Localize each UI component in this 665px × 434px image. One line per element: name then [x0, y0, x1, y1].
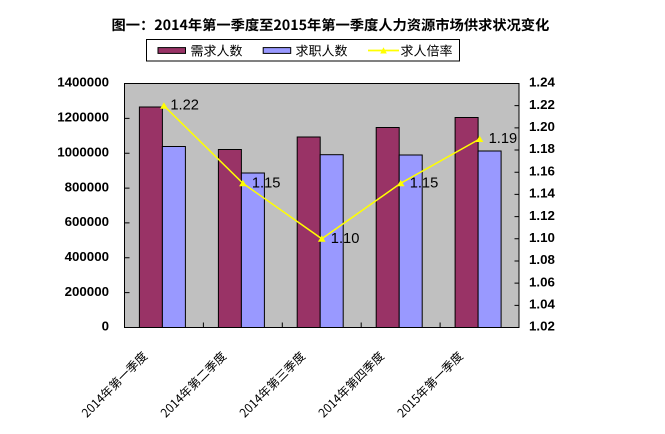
svg-text:1.12: 1.12: [529, 208, 555, 223]
svg-text:1.10: 1.10: [529, 230, 555, 245]
svg-text:1.08: 1.08: [529, 252, 555, 267]
svg-text:0: 0: [102, 319, 109, 334]
svg-text:1.20: 1.20: [529, 119, 555, 134]
svg-text:1.22: 1.22: [170, 98, 199, 114]
svg-text:200000: 200000: [65, 284, 109, 299]
svg-text:1.15: 1.15: [410, 175, 439, 191]
svg-text:1200000: 1200000: [57, 110, 109, 125]
svg-text:1.18: 1.18: [529, 141, 555, 156]
svg-text:1.02: 1.02: [529, 319, 555, 334]
svg-text:1.14: 1.14: [529, 186, 555, 201]
svg-text:1.04: 1.04: [529, 297, 555, 312]
svg-text:1.06: 1.06: [529, 274, 555, 289]
svg-text:1.15: 1.15: [252, 175, 281, 191]
svg-text:1.19: 1.19: [489, 131, 518, 147]
svg-text:1.10: 1.10: [331, 231, 360, 247]
svg-text:800000: 800000: [65, 179, 109, 194]
svg-text:1000000: 1000000: [57, 144, 109, 159]
svg-text:400000: 400000: [65, 249, 109, 264]
svg-text:1400000: 1400000: [57, 75, 109, 90]
svg-text:1.24: 1.24: [529, 75, 555, 90]
svg-text:1.16: 1.16: [529, 163, 555, 178]
svg-text:1.22: 1.22: [529, 97, 555, 112]
svg-text:600000: 600000: [65, 214, 109, 229]
